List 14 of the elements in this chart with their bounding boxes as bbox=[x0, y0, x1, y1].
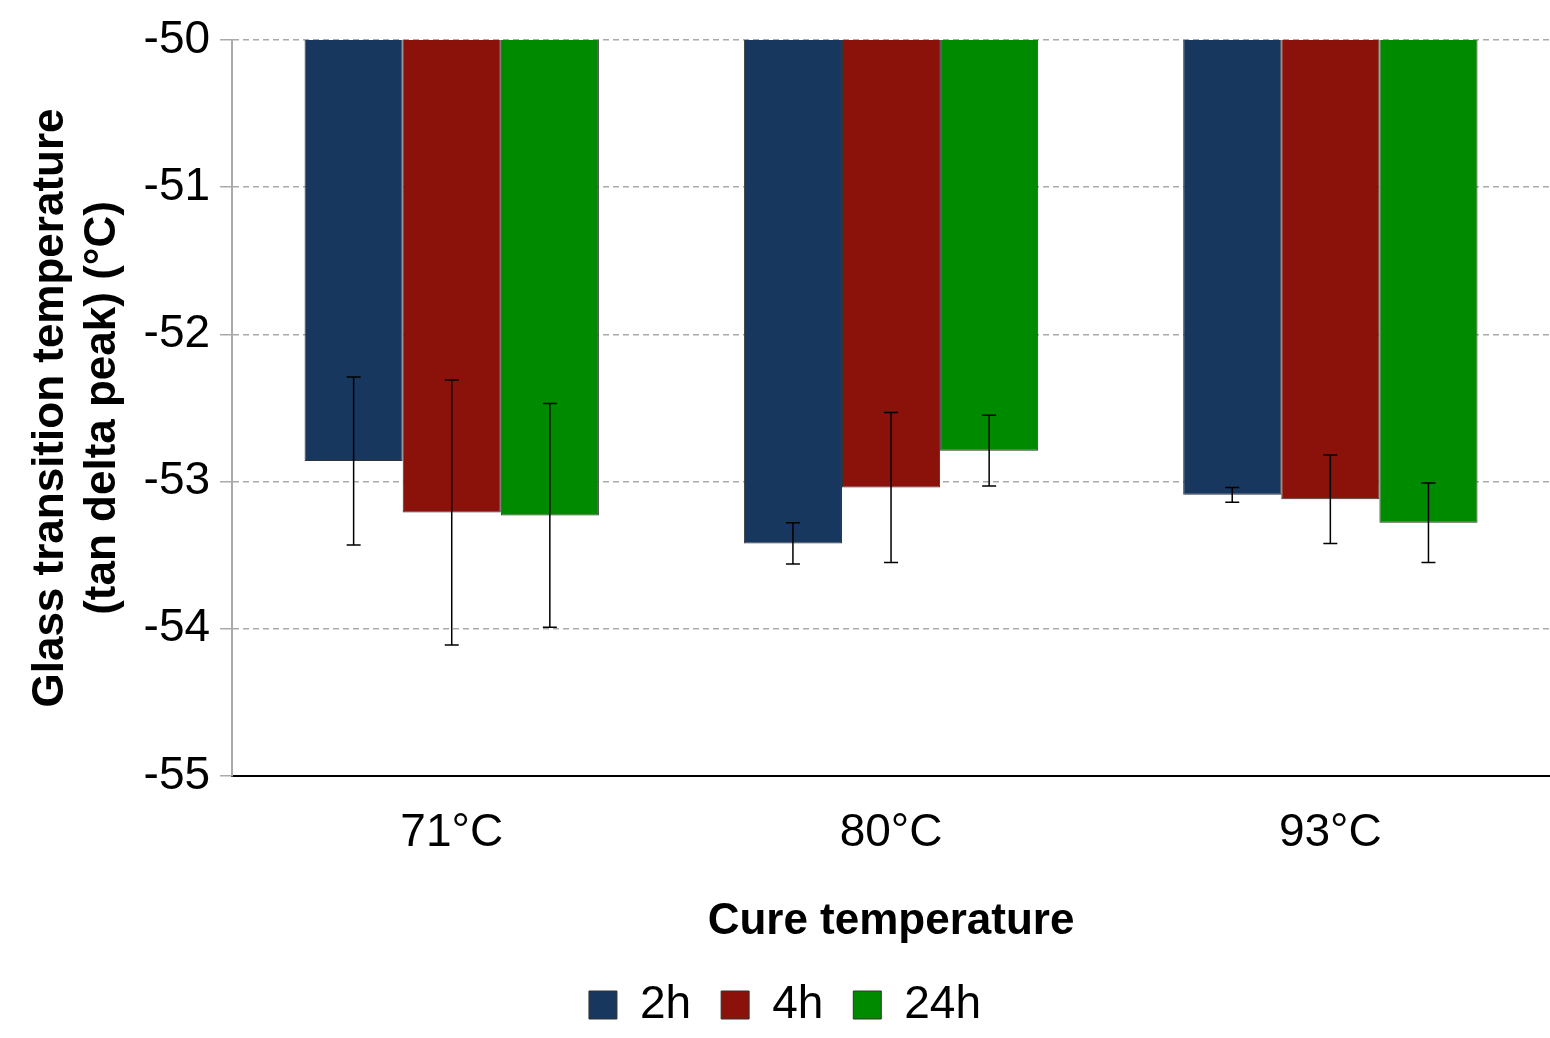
x-tick-label: 93°C bbox=[1278, 804, 1382, 857]
legend-label: 24h bbox=[904, 975, 982, 1028]
legend-label: 2h bbox=[639, 975, 692, 1028]
x-axis-title: Cure temperature bbox=[707, 893, 1075, 943]
y-tick-label: -52 bbox=[143, 305, 211, 358]
y-tick-label: -54 bbox=[143, 599, 211, 652]
y-tick-label: -50 bbox=[143, 10, 211, 63]
x-tick-label: 71°C bbox=[400, 804, 504, 857]
y-tick-label: -51 bbox=[143, 157, 211, 210]
y-tick-label: -53 bbox=[143, 452, 211, 505]
x-tick-label: 80°C bbox=[839, 804, 943, 857]
y-tick-label: -55 bbox=[143, 746, 211, 799]
legend-label: 4h bbox=[772, 975, 824, 1028]
y-axis-title: Glass transition temperature (tan delta peak) (°C) bbox=[22, 108, 125, 708]
